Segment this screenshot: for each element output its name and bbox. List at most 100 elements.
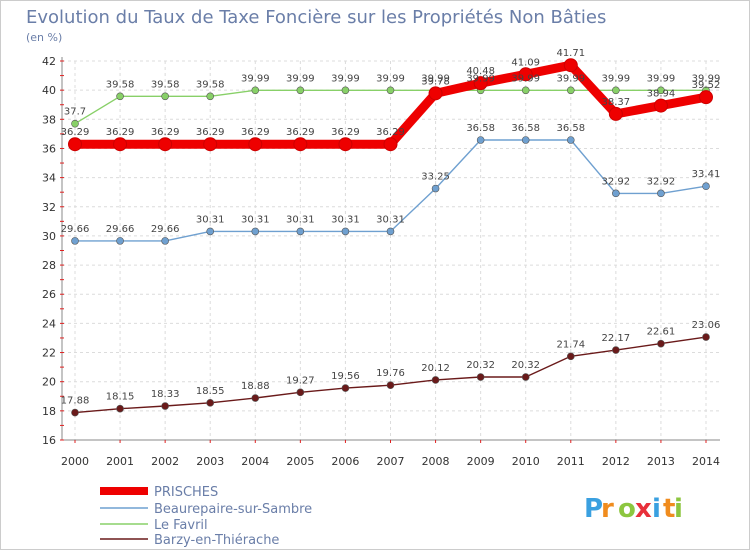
data-label-s3-9: 20.32	[466, 360, 495, 371]
data-label-s0-1: 36.29	[106, 127, 135, 138]
data-label-s0-8: 39.78	[421, 76, 450, 87]
data-label-s1-2: 29.66	[151, 224, 180, 235]
data-label-s3-3: 18.55	[196, 386, 225, 397]
data-label-s2-4: 39.99	[241, 73, 270, 84]
point-s2-13	[657, 86, 665, 95]
data-label-s0-11: 41.71	[556, 48, 585, 59]
point-s3-8	[431, 376, 440, 384]
point-s3-12	[612, 346, 620, 354]
legend-label-1: Beaurepaire-sur-Sambre	[154, 502, 312, 517]
point-s2-1	[116, 92, 124, 101]
data-label-s3-6: 19.56	[331, 371, 360, 382]
point-s3-3	[206, 399, 215, 407]
data-label-s1-12: 32.92	[602, 176, 631, 187]
point-s1-14	[702, 182, 710, 191]
point-s0-2	[158, 137, 173, 152]
data-label-s1-1: 29.66	[106, 224, 135, 235]
data-label-s1-10: 36.58	[511, 123, 540, 134]
data-label-s3-4: 18.88	[241, 381, 270, 392]
x-tick-label-3: 2003	[196, 455, 224, 468]
data-label-s1-13: 32.92	[647, 176, 676, 187]
point-s3-7	[386, 381, 395, 389]
logo-letter-1: r	[601, 494, 614, 524]
point-s0-11	[563, 58, 578, 73]
series-group	[68, 58, 713, 417]
point-s0-1	[113, 137, 128, 152]
data-label-s1-6: 30.31	[331, 214, 360, 225]
axes: 16 18 20 22 24 26 28 30 32 34 36 38 40 42 2000 2001 2002…	[42, 55, 720, 468]
data-label-s0-4: 36.29	[241, 127, 270, 138]
x-tick-label-12: 2012	[602, 455, 630, 468]
data-label-s3-1: 18.15	[106, 392, 135, 403]
x-tick-label-2: 2002	[151, 455, 179, 468]
data-label-s1-9: 36.58	[466, 123, 495, 134]
data-label-s3-5: 19.27	[286, 375, 315, 386]
point-s2-5	[296, 86, 305, 95]
data-label-s1-14: 33.41	[692, 169, 721, 180]
data-labels: 17.88 18.15 18.33 18.55 18.88 19.27 19.56 19.76…	[61, 48, 721, 406]
data-label-s0-3: 36.29	[196, 127, 225, 138]
y-tick-label-13: 42	[42, 55, 56, 68]
x-tick-label-6: 2006	[331, 455, 359, 468]
x-tick-label-8: 2008	[422, 455, 450, 468]
point-s1-0	[71, 237, 79, 245]
y-tick-label-5: 26	[42, 288, 56, 301]
data-label-s2-8: 39.99	[421, 73, 450, 84]
x-tick-label-1: 2001	[106, 455, 134, 468]
data-label-s0-9: 40.48	[466, 66, 495, 77]
data-label-s1-0: 29.66	[61, 224, 90, 235]
point-s3-5	[296, 388, 305, 397]
point-s3-9	[476, 373, 485, 381]
point-s1-3	[206, 227, 215, 236]
y-tick-label-10: 36	[42, 142, 56, 155]
x-tick-label-11: 2011	[557, 455, 585, 468]
x-tick-label-7: 2007	[377, 455, 405, 468]
point-s1-2	[161, 237, 169, 245]
x-tick-label-4: 2004	[241, 455, 269, 468]
point-s2-11	[566, 86, 575, 95]
data-label-s2-7: 39.99	[376, 73, 405, 84]
data-label-s2-9: 39.99	[466, 73, 495, 84]
y-tick-label-2: 20	[42, 376, 56, 389]
data-label-s0-14: 39.52	[692, 80, 721, 91]
data-label-s2-12: 39.99	[602, 73, 631, 84]
point-s3-14	[702, 333, 710, 341]
data-label-s2-6: 39.99	[331, 73, 360, 84]
data-label-s3-0: 17.88	[61, 396, 90, 407]
data-label-s3-7: 19.76	[376, 368, 405, 379]
data-label-s1-4: 30.31	[241, 214, 270, 225]
logo-letter-2: o	[618, 494, 636, 524]
data-label-s0-6: 36.29	[331, 127, 360, 138]
point-s2-7	[386, 86, 395, 95]
x-tick-label-5: 2005	[286, 455, 314, 468]
data-label-s1-7: 30.31	[376, 214, 405, 225]
point-s2-3	[206, 92, 215, 101]
data-label-s3-11: 21.74	[556, 339, 585, 350]
point-s1-11	[566, 136, 575, 144]
point-s0-14	[699, 90, 713, 105]
point-s0-9	[473, 76, 488, 91]
point-s0-7	[383, 137, 398, 152]
data-label-s0-2: 36.29	[151, 127, 180, 138]
point-s1-4	[251, 227, 260, 236]
point-s3-11	[566, 352, 575, 361]
legend-label-0: PRISCHES	[154, 485, 218, 500]
y-tick-label-11: 38	[42, 113, 56, 126]
point-s0-8	[428, 86, 443, 101]
point-s3-10	[521, 373, 530, 381]
point-s2-2	[161, 92, 169, 101]
y-tick-label-1: 18	[42, 405, 56, 418]
chart-title: Evolution du Taux de Taxe Foncière sur l…	[26, 7, 606, 28]
data-label-s0-5: 36.29	[286, 127, 315, 138]
data-label-s0-7: 36.29	[376, 127, 405, 138]
point-s3-0	[71, 408, 79, 417]
point-s3-2	[161, 402, 169, 410]
data-label-s2-0: 37.7	[64, 107, 86, 118]
x-tick-label-10: 2010	[512, 455, 540, 468]
point-s3-13	[657, 339, 665, 348]
point-s2-6	[341, 86, 350, 95]
data-label-s2-1: 39.58	[106, 79, 135, 90]
